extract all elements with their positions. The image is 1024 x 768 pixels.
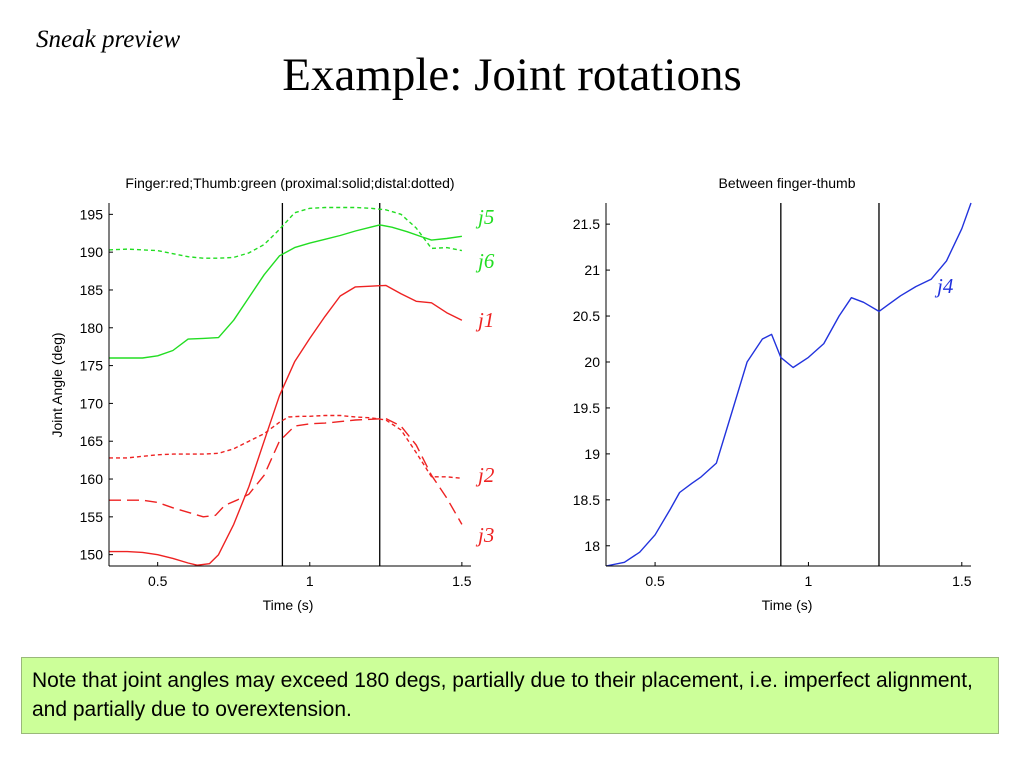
slide-title: Example: Joint rotations — [282, 49, 742, 101]
series-label-j1: j1 — [475, 308, 494, 332]
x-axis-label: Time (s) — [263, 597, 314, 613]
y-tick-label: 160 — [80, 471, 104, 487]
note-text: Note that joint angles may exceed 180 de… — [32, 669, 973, 721]
y-tick-label: 150 — [80, 547, 104, 563]
series-label-j2: j2 — [475, 463, 495, 487]
series-label-j3: j3 — [475, 523, 494, 547]
y-tick-label: 180 — [80, 320, 104, 336]
x-tick-label: 1.5 — [452, 573, 472, 589]
series-line-j1 — [109, 284, 463, 566]
series-line-j2 — [109, 414, 462, 479]
joint-angle-ticks: 150 155 160 165 170 175 180 185 190 195 0.5 1 1.5 — [80, 206, 472, 589]
finger-thumb-ticks: 18 18.5 19 19.5 20 20.5 21 21.5 0.5 1 1.5 — [573, 216, 972, 589]
series-label-j5: j5 — [475, 205, 494, 229]
y-tick-label: 20 — [584, 354, 600, 370]
y-tick-label: 195 — [80, 206, 104, 222]
y-tick-label: 165 — [80, 433, 104, 449]
charts-canvas: Finger:red;Thumb:green (proximal:solid;d… — [49, 175, 972, 613]
series-label-j4: j4 — [934, 274, 954, 298]
y-tick-label: 18 — [584, 538, 600, 554]
y-tick-label: 155 — [80, 509, 104, 525]
y-tick-label: 185 — [80, 282, 104, 298]
sneak-preview-label: Sneak preview — [36, 26, 181, 53]
y-tick-label: 19 — [584, 446, 600, 462]
y-tick-label: 170 — [80, 395, 104, 411]
y-tick-label: 18.5 — [573, 492, 600, 508]
y-tick-label: 19.5 — [573, 400, 600, 416]
finger-thumb-chart: Between finger-thumb 18 18.5 19 19.5 20 20.5 2… — [573, 175, 972, 613]
x-tick-label: 0.5 — [645, 573, 665, 589]
x-tick-label: 1.5 — [952, 573, 972, 589]
y-tick-label: 21 — [584, 262, 600, 278]
series-line-j3 — [109, 417, 463, 525]
joint-angle-marks — [108, 203, 463, 566]
series-line-j4 — [605, 202, 972, 567]
x-axis-label: Time (s) — [762, 597, 813, 613]
plot-area — [108, 202, 472, 567]
y-tick-label: 175 — [80, 358, 104, 374]
note-box: Note that joint angles may exceed 180 de… — [21, 657, 999, 734]
plot-area — [605, 202, 972, 567]
series-line-j6 — [108, 206, 463, 259]
series-line-j5 — [109, 224, 463, 359]
x-tick-label: 0.5 — [148, 573, 168, 589]
y-axis-label: Joint Angle (deg) — [49, 332, 65, 437]
finger-thumb-marks — [605, 202, 972, 567]
x-tick-label: 1 — [805, 573, 813, 589]
joint-angle-chart: Finger:red;Thumb:green (proximal:solid;d… — [49, 175, 495, 613]
series-label-j6: j6 — [475, 249, 495, 273]
y-tick-label: 190 — [80, 244, 104, 260]
y-tick-label: 20.5 — [573, 308, 600, 324]
chart-title: Finger:red;Thumb:green (proximal:solid;d… — [125, 175, 454, 191]
chart-title: Between finger-thumb — [719, 175, 856, 191]
x-tick-label: 1 — [306, 573, 314, 589]
y-tick-label: 21.5 — [573, 216, 600, 232]
